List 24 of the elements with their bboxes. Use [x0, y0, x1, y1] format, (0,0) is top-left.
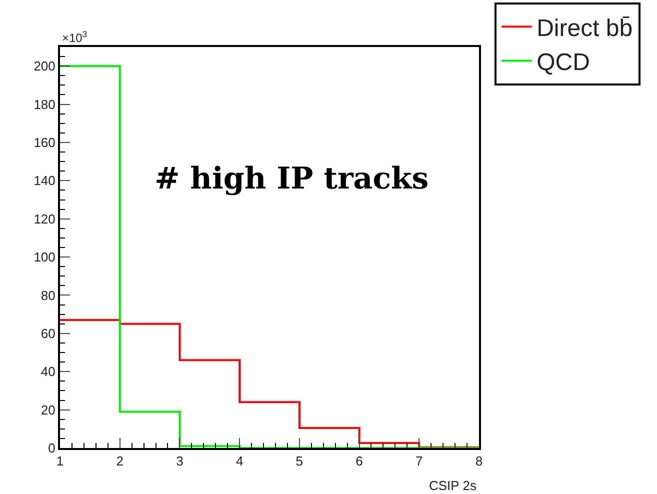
y-tick-label: 40 [40, 364, 56, 380]
y-tick-label: 20 [40, 402, 56, 418]
x-tick-label: 6 [356, 454, 363, 469]
x-tick-label: 1 [56, 454, 64, 469]
y-tick-label: 140 [34, 173, 56, 188]
text: ×10$^{3}$ [62, 29, 88, 46]
x-tick-label: 5 [296, 454, 304, 469]
y-tick-label: 60 [40, 326, 56, 341]
y-tick-label: 0 [48, 440, 56, 456]
x-axis-title: CSIP 2s [429, 478, 477, 493]
y-tick-label: 200 [34, 58, 56, 74]
y-tick-label: 100 [34, 250, 56, 265]
x-tick-label: 3 [176, 454, 184, 469]
y-tick-label: 80 [40, 288, 56, 303]
x-tick-label: 8 [475, 454, 483, 469]
text: # high IP tracks [154, 161, 429, 196]
x-tick-label: 4 [236, 454, 244, 469]
y-tick-label: 120 [34, 211, 56, 226]
legend-label: Direct bb̄ [536, 14, 633, 42]
y-tick-label: 160 [34, 135, 56, 150]
x-tick-label: 7 [415, 454, 423, 469]
x-tick-label: 2 [116, 454, 124, 469]
legend-label: QCD [536, 49, 590, 76]
y-tick-label: 180 [34, 96, 56, 112]
